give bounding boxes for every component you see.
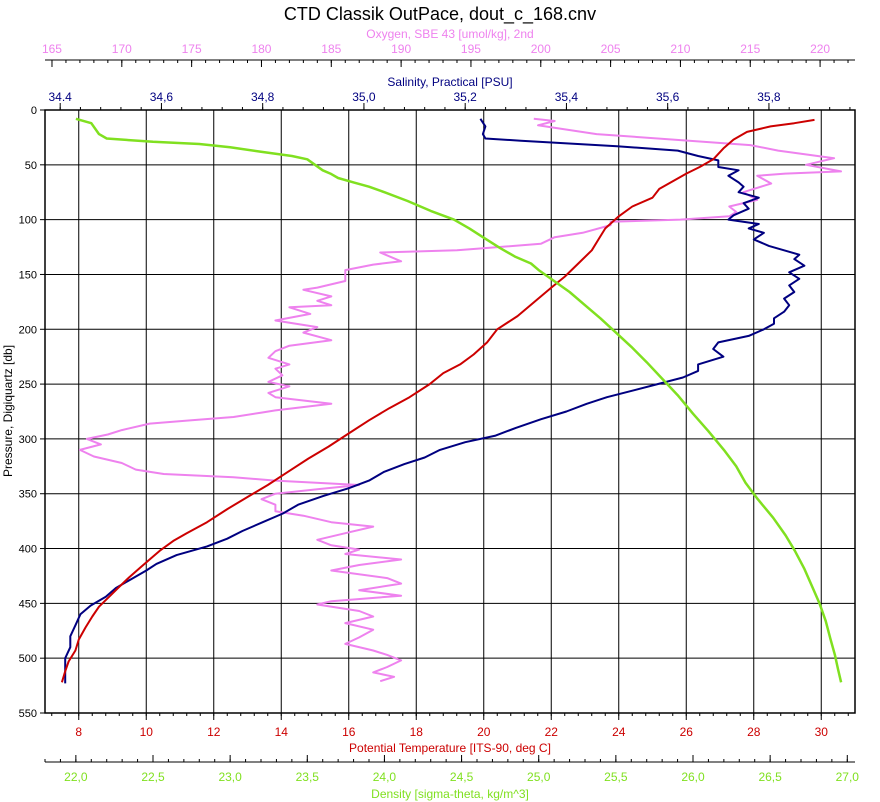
pressure-tick-label: 450 — [19, 598, 37, 610]
oxygen-tick-label: 205 — [601, 42, 621, 56]
pressure-tick-label: 150 — [19, 269, 37, 281]
pressure-tick-label: 550 — [19, 708, 37, 720]
oxygen-tick-label: 215 — [740, 42, 760, 56]
density-tick-label: 24,5 — [450, 770, 474, 784]
pressure-tick-label: 50 — [25, 160, 37, 172]
salinity-tick-label: 34,6 — [150, 90, 174, 104]
pressure-tick-label: 100 — [19, 215, 37, 227]
salinity-axis-label: Salinity, Practical [PSU] — [387, 75, 512, 89]
temperature-profile-line — [60, 118, 815, 683]
oxygen-tick-label: 210 — [670, 42, 690, 56]
density-tick-label: 27,0 — [836, 770, 860, 784]
pressure-tick-label: 350 — [19, 489, 37, 501]
salinity-tick-label: 35,0 — [352, 90, 376, 104]
salinity-tick-label: 35,6 — [656, 90, 680, 104]
density-axis-label: Density [sigma-theta, kg/m^3] — [371, 787, 529, 801]
density-tick-label: 25,5 — [604, 770, 628, 784]
oxygen-axis-label: Oxygen, SBE 43 [umol/kg], 2nd — [366, 27, 533, 41]
pressure-tick-label: 400 — [19, 544, 37, 556]
salinity-profile-line — [64, 118, 806, 684]
salinity-tick-label: 34.4 — [49, 90, 73, 104]
salinity-tick-label: 35,8 — [757, 90, 781, 104]
temperature-tick-label: 8 — [75, 725, 82, 739]
temperature-tick-label: 30 — [815, 725, 829, 739]
density-tick-label: 23,0 — [218, 770, 242, 784]
pressure-tick-label: 500 — [19, 653, 37, 665]
oxygen-tick-label: 220 — [810, 42, 830, 56]
oxygen-tick-label: 190 — [391, 42, 411, 56]
temperature-tick-label: 16 — [342, 725, 356, 739]
salinity-tick-label: 35,2 — [454, 90, 478, 104]
oxygen-tick-label: 170 — [112, 42, 132, 56]
density-profile-line — [75, 117, 843, 683]
pressure-tick-label: 300 — [19, 434, 37, 446]
salinity-tick-label: 35,4 — [555, 90, 579, 104]
series-lines — [60, 117, 843, 684]
temperature-tick-label: 12 — [207, 725, 221, 739]
pressure-tick-label: 0 — [31, 105, 37, 117]
oxygen-tick-label: 175 — [182, 42, 202, 56]
temperature-tick-label: 22 — [545, 725, 559, 739]
pressure-tick-label: 250 — [19, 379, 37, 391]
oxygen-profile-line — [78, 117, 842, 683]
temperature-tick-label: 24 — [612, 725, 626, 739]
temperature-tick-label: 10 — [140, 725, 154, 739]
oxygen-tick-label: 195 — [461, 42, 481, 56]
axes: 0 50 100 150 200 250 300 350 400 450 500 550 165 170 1… — [19, 42, 860, 784]
density-tick-label: 24,0 — [373, 770, 397, 784]
temperature-tick-label: 26 — [680, 725, 694, 739]
salinity-tick-label: 34,8 — [251, 90, 275, 104]
oxygen-tick-label: 180 — [251, 42, 271, 56]
oxygen-tick-label: 200 — [531, 42, 551, 56]
density-tick-label: 22,5 — [141, 770, 165, 784]
chart-title: CTD Classik OutPace, dout_c_168.cnv — [284, 4, 596, 25]
temperature-tick-label: 14 — [275, 725, 289, 739]
density-tick-label: 22,0 — [64, 770, 88, 784]
density-tick-label: 26,5 — [758, 770, 782, 784]
plot-frame — [44, 109, 856, 714]
density-tick-label: 23,5 — [296, 770, 320, 784]
temperature-tick-label: 28 — [747, 725, 761, 739]
oxygen-tick-label: 165 — [42, 42, 62, 56]
temperature-tick-label: 18 — [410, 725, 424, 739]
density-tick-label: 26,0 — [681, 770, 705, 784]
density-tick-label: 25,0 — [527, 770, 551, 784]
temperature-tick-label: 20 — [477, 725, 491, 739]
grid — [45, 110, 855, 713]
oxygen-tick-label: 185 — [321, 42, 341, 56]
pressure-axis-label: Pressure, Digiquartz [db] — [1, 345, 15, 477]
temperature-axis-label: Potential Temperature [ITS-90, deg C] — [349, 741, 551, 755]
pressure-tick-label: 200 — [19, 324, 37, 336]
